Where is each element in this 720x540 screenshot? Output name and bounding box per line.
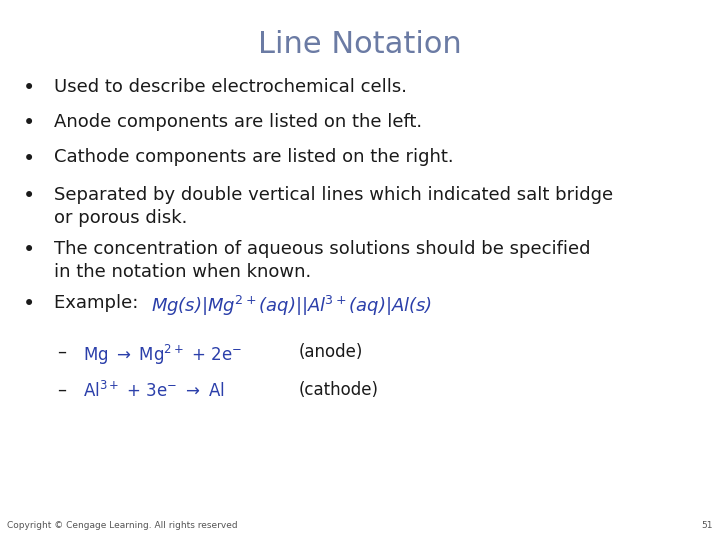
Text: –: – (57, 343, 66, 361)
Text: •: • (22, 78, 35, 98)
Text: •: • (22, 148, 35, 168)
Text: Separated by double vertical lines which indicated salt bridge
or porous disk.: Separated by double vertical lines which… (54, 186, 613, 227)
Text: •: • (22, 113, 35, 133)
Text: Example:: Example: (54, 294, 144, 312)
Text: •: • (22, 294, 35, 314)
Text: (cathode): (cathode) (299, 381, 379, 399)
Text: Copyright © Cengage Learning. All rights reserved: Copyright © Cengage Learning. All rights… (7, 521, 238, 530)
Text: The concentration of aqueous solutions should be specified
in the notation when : The concentration of aqueous solutions s… (54, 240, 590, 281)
Text: Mg($s$)|Mg$^{2+}$($aq$)||Al$^{3+}$($aq$)|Al($s$): Mg($s$)|Mg$^{2+}$($aq$)||Al$^{3+}$($aq$)… (151, 294, 432, 319)
Text: Anode components are listed on the left.: Anode components are listed on the left. (54, 113, 422, 131)
Text: Al$^{3+}$ + 3e$^{-}$ $\rightarrow$ Al: Al$^{3+}$ + 3e$^{-}$ $\rightarrow$ Al (83, 381, 225, 401)
Text: 51: 51 (701, 521, 713, 530)
Text: –: – (57, 381, 66, 399)
Text: •: • (22, 186, 35, 206)
Text: (anode): (anode) (299, 343, 363, 361)
Text: Line Notation: Line Notation (258, 30, 462, 59)
Text: Mg $\rightarrow$ Mg$^{2+}$ + 2e$^{-}$: Mg $\rightarrow$ Mg$^{2+}$ + 2e$^{-}$ (83, 343, 242, 367)
Text: •: • (22, 240, 35, 260)
Text: Used to describe electrochemical cells.: Used to describe electrochemical cells. (54, 78, 407, 96)
Text: Cathode components are listed on the right.: Cathode components are listed on the rig… (54, 148, 454, 166)
